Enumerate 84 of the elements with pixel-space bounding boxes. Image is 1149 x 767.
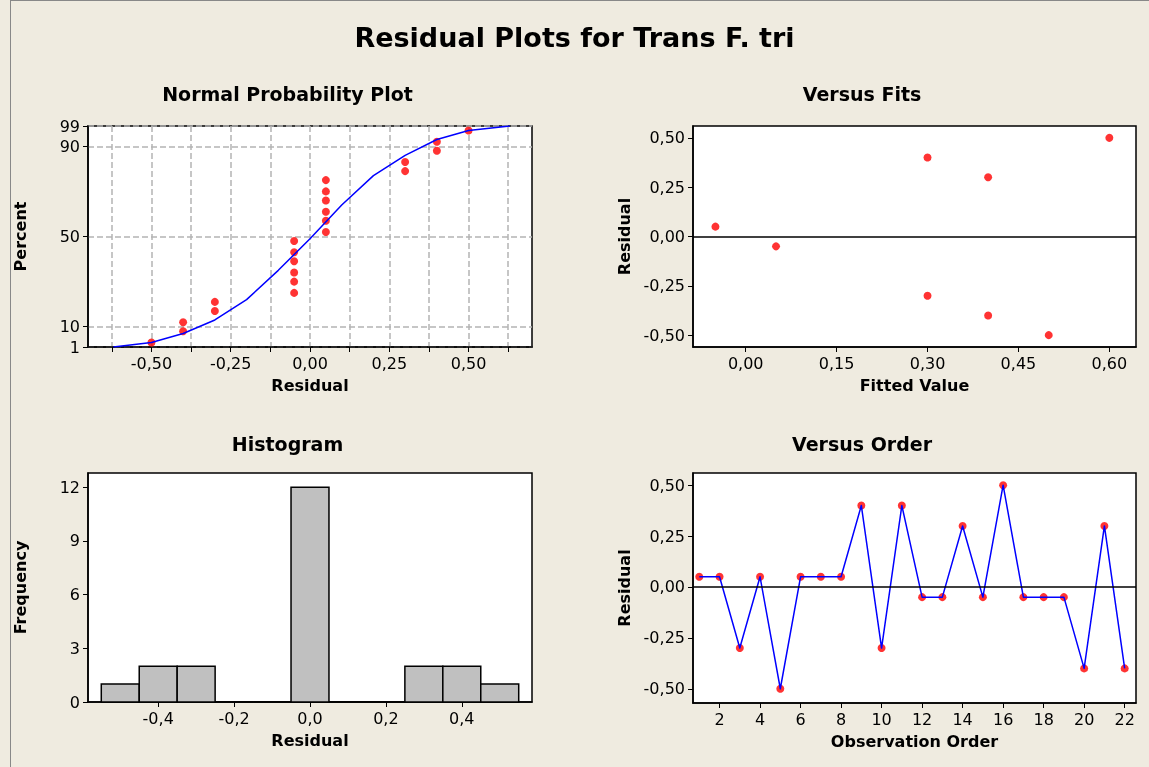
x-tick-label: 0,00 — [292, 353, 328, 373]
y-tick-label: 10 — [59, 317, 80, 337]
y-tick-label: 0 — [69, 692, 80, 712]
point — [923, 291, 932, 300]
point — [1105, 133, 1114, 142]
y-tick-label: 9 — [69, 531, 80, 551]
point — [1044, 331, 1053, 340]
point — [321, 196, 330, 205]
x-axis-title: Residual — [271, 730, 349, 750]
x-tick-label: 2 — [714, 709, 725, 729]
point — [290, 268, 299, 277]
x-tick-label: 16 — [992, 709, 1014, 729]
y-tick-label: -0,25 — [643, 276, 685, 296]
x-tick-label: 0,00 — [727, 353, 764, 373]
point — [210, 306, 219, 315]
point — [432, 146, 441, 155]
x-tick-label: -0,2 — [218, 708, 250, 728]
x-axis-title: Residual — [271, 375, 349, 395]
point — [290, 237, 299, 246]
point — [984, 311, 993, 320]
point — [984, 173, 993, 182]
x-tick-label: 0,15 — [818, 353, 855, 373]
point — [179, 318, 188, 327]
y-axis-title: Frequency — [10, 540, 30, 635]
x-axis-title: Fitted Value — [859, 375, 970, 395]
y-tick-label: 99 — [59, 116, 80, 136]
point — [711, 222, 720, 231]
y-tick-label: 0,00 — [649, 227, 685, 246]
x-tick-label: 6 — [795, 709, 806, 729]
x-tick-label: 18 — [1033, 709, 1054, 729]
x-tick-label: 4 — [754, 709, 766, 729]
y-tick-label: 6 — [69, 585, 80, 605]
x-axis-title: Observation Order — [830, 731, 999, 751]
y-tick-label: -0,50 — [643, 325, 685, 345]
x-tick-label: 22 — [1114, 709, 1135, 729]
point — [210, 297, 219, 306]
x-tick-label: 20 — [1073, 709, 1095, 729]
point — [772, 242, 781, 251]
point — [321, 207, 330, 216]
chart-title: Histogram — [231, 432, 344, 455]
point — [923, 153, 932, 162]
point — [290, 288, 299, 297]
y-tick-label: 12 — [59, 477, 80, 497]
y-tick-label: -0,50 — [643, 679, 685, 699]
point — [401, 167, 410, 176]
chart-title: Versus Fits — [802, 82, 922, 105]
point — [321, 176, 330, 185]
x-tick-label: 0,50 — [450, 353, 487, 373]
point — [321, 187, 330, 196]
x-tick-label: 12 — [911, 709, 933, 729]
x-tick-label: 8 — [835, 709, 847, 729]
y-tick-label: 3 — [69, 638, 80, 658]
y-tick-label: 1 — [69, 337, 80, 357]
x-tick-label: 0,30 — [909, 353, 946, 373]
y-axis-title: Percent — [10, 201, 30, 272]
y-tick-label: 0,25 — [649, 526, 685, 546]
y-axis-title: Residual — [615, 549, 635, 627]
x-tick-label: -0,4 — [142, 708, 174, 728]
x-tick-label: 0,60 — [1091, 353, 1128, 373]
x-tick-label: 0,25 — [371, 353, 408, 373]
line-series — [112, 125, 511, 348]
x-tick-label: 14 — [952, 709, 973, 729]
y-tick-label: 0,50 — [649, 475, 685, 495]
text: Residual Plots for Trans F. tri — [354, 22, 795, 53]
y-tick-label: 50 — [59, 227, 80, 246]
y-tick-label: 0,50 — [649, 128, 685, 148]
y-tick-label: -0,25 — [643, 628, 685, 648]
y-tick-label: 0,00 — [649, 577, 685, 597]
x-tick-label: 0,45 — [1000, 353, 1037, 373]
point — [290, 257, 299, 266]
x-tick-label: -0,50 — [130, 353, 173, 373]
chart-title: Versus Order — [791, 432, 933, 455]
x-tick-label: -0,25 — [210, 353, 252, 373]
y-tick-label: 0,25 — [649, 177, 685, 197]
chart-title: Normal Probability Plot — [162, 82, 413, 105]
x-tick-label: 0,4 — [449, 708, 475, 728]
point — [290, 277, 299, 286]
y-tick-label: 90 — [59, 136, 80, 156]
x-tick-label: 0,0 — [297, 708, 323, 728]
point — [401, 158, 410, 167]
point — [321, 227, 330, 236]
x-tick-label: 0,2 — [373, 708, 399, 728]
y-axis-title: Residual — [615, 197, 635, 276]
x-tick-label: 10 — [871, 709, 892, 729]
